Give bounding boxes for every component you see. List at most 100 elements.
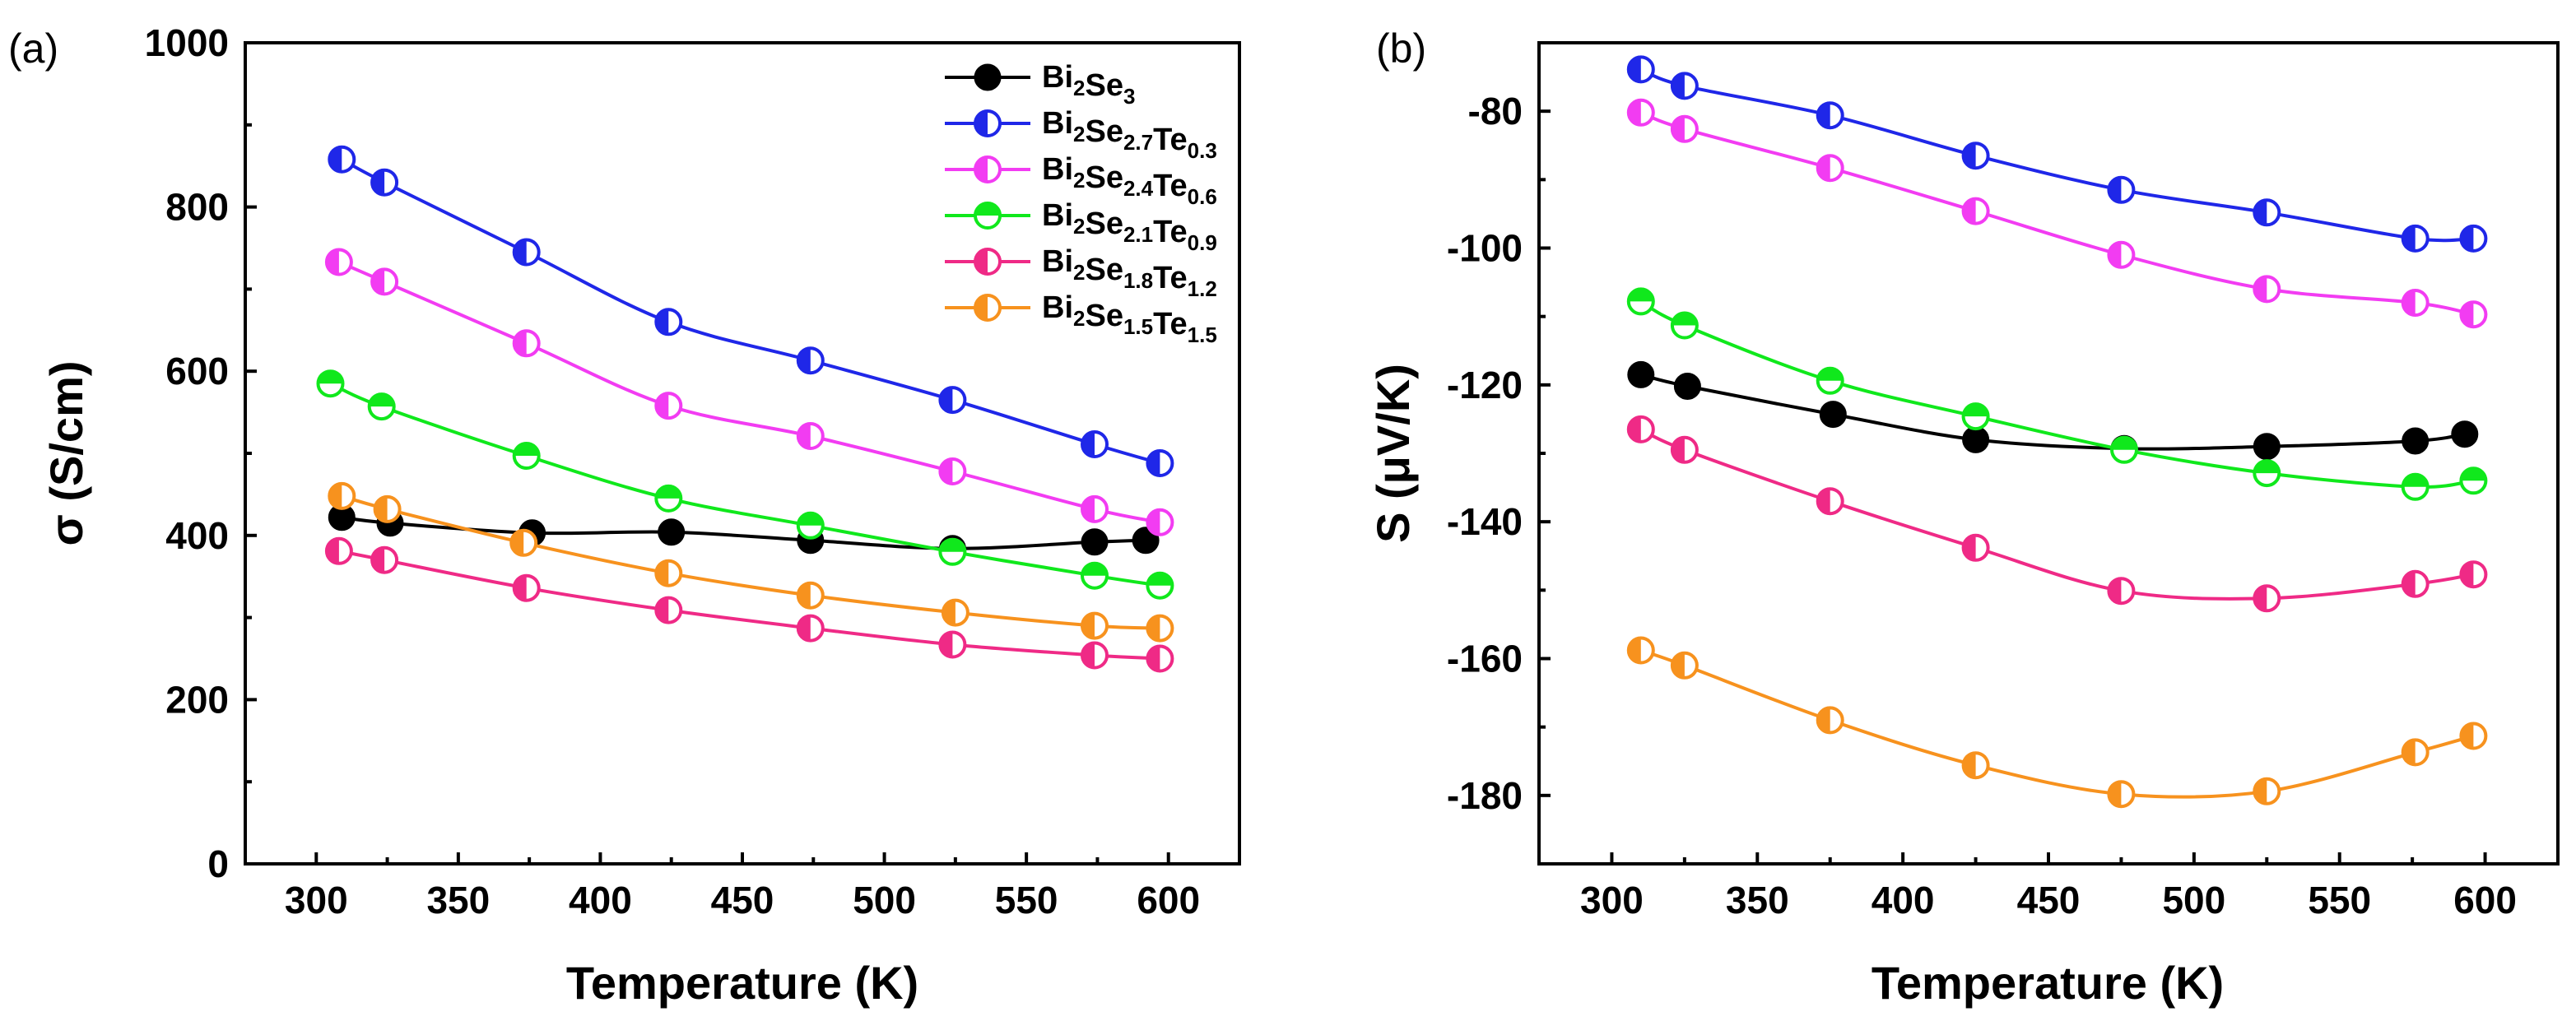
panel-a-line-te12 <box>338 549 1160 661</box>
legend-label-bi2se3: Bi2Se3 <box>1042 60 1135 109</box>
panel-b-point-te12 <box>1961 533 1990 562</box>
legend-label-te12: Bi2Se1.8Te1.2 <box>1042 244 1217 301</box>
panel-b-point-bi2se3 <box>1819 401 1847 429</box>
legend-marker-te15 <box>974 294 1002 322</box>
panel-a-point-te03 <box>1146 449 1174 477</box>
panel-a-point-te03 <box>1081 430 1109 458</box>
panel-a-line-te09 <box>329 382 1160 587</box>
panel-b-point-te09 <box>2253 459 2281 488</box>
panel-b-point-bi2se3 <box>1962 425 1990 453</box>
panel-a-x-tick-label: 400 <box>569 879 632 921</box>
panel-b-y-tick-label: -160 <box>1447 638 1523 680</box>
panel-a-y-tick-label: 800 <box>165 186 229 229</box>
legend-label-te15: Bi2Se1.5Te1.5 <box>1042 290 1217 347</box>
panel-b-y-tick-label: -80 <box>1468 90 1523 132</box>
panel-a-point-te06 <box>1081 494 1109 523</box>
panel-a-point-te09 <box>796 511 825 540</box>
panel-b-x-tick-label: 500 <box>2162 879 2225 921</box>
panel-a-y-tick-label: 0 <box>207 842 229 885</box>
panel-a-point-te06 <box>796 422 825 450</box>
panel-a-point-te06 <box>370 267 399 296</box>
panel-b-series-te12 <box>1626 415 2488 613</box>
panel-a-point-te03 <box>796 346 825 375</box>
panel-a-x-axis-title: Temperature (K) <box>566 957 918 1009</box>
panel-a-point-te15 <box>1146 614 1174 643</box>
panel-a-x-tick-label: 550 <box>995 879 1058 921</box>
panel-b-point-te03 <box>1816 101 1844 130</box>
panel-a-label: (a) <box>8 26 58 72</box>
panel-b-point-te09 <box>2401 472 2430 501</box>
panel-a-point-te03 <box>328 145 356 174</box>
panel-b-y-axis-title: S (μV/K) <box>1367 364 1419 543</box>
panel-a-point-te03 <box>938 386 967 415</box>
panel-a-point-te15 <box>654 559 683 587</box>
panel-b-point-te09 <box>1626 287 1655 316</box>
panel-b-point-te09 <box>2459 466 2488 495</box>
panel-b-series-te06 <box>1626 98 2488 329</box>
legend-label-te03: Bi2Se2.7Te0.3 <box>1042 106 1217 163</box>
panel-a-y-axis-title: σ (S/cm) <box>40 360 92 545</box>
panel-a-x-tick-label: 500 <box>853 879 916 921</box>
panel-b-x-axis-title: Temperature (K) <box>1872 957 2224 1009</box>
panel-a-y-tick-label: 200 <box>165 678 229 721</box>
panel-a-point-te09 <box>367 392 396 421</box>
panel-b-point-te12 <box>1626 415 1655 443</box>
panel-a-x-tick-label: 300 <box>285 879 348 921</box>
panel-b-point-te09 <box>1816 366 1844 395</box>
legend-marker-te06 <box>974 155 1002 183</box>
panel-a-point-te15 <box>328 481 356 510</box>
panel-a-point-te03 <box>654 308 683 336</box>
panel-b-series-te09 <box>1626 287 2488 501</box>
panel-a-x-tick-label: 600 <box>1137 879 1200 921</box>
panel-b-x-tick-label: 350 <box>1726 879 1789 921</box>
panel-b-point-te12 <box>2107 577 2136 606</box>
panel-a-x-axis: 300 350 400 450 500 550 600 <box>285 852 1200 921</box>
panel-a-point-te12 <box>370 545 399 574</box>
panel-a-series-te09 <box>316 369 1174 600</box>
panel-a-x-tick-label: 450 <box>711 879 774 921</box>
panel-b-line-te06 <box>1640 110 2474 317</box>
panel-a-line-te15 <box>341 494 1160 630</box>
panel-b-point-te06 <box>1816 154 1844 183</box>
legend-item-te03: Bi2Se2.7Te0.3 <box>945 106 1217 163</box>
panel-b-point-te12 <box>2459 560 2488 589</box>
panel-b-series-te03 <box>1626 55 2488 253</box>
panel-b-point-te03 <box>1961 142 1990 170</box>
panel-a-series-te15 <box>328 481 1174 643</box>
panel-b-x-tick-label: 550 <box>2308 879 2371 921</box>
panel-b-line-te09 <box>1639 299 2474 489</box>
panel-a-point-te15 <box>1081 611 1109 640</box>
panel-b-point-te06 <box>2107 240 2136 269</box>
panel-a-point-te12 <box>324 536 353 565</box>
panel-a-point-te03 <box>512 238 541 267</box>
panel-b-point-te15 <box>2107 780 2136 809</box>
panel-b-point-te15 <box>2401 738 2430 767</box>
panel-b-y-tick-label: -120 <box>1447 364 1523 406</box>
panel-a-y-tick-label: 400 <box>165 514 229 557</box>
panel-a-point-bi2se3 <box>658 518 686 546</box>
panel-b-point-te06 <box>1961 197 1990 225</box>
panel-a-point-te09 <box>1146 571 1174 600</box>
panel-a-series-te12 <box>324 536 1174 673</box>
panel-b-series-te15 <box>1626 636 2488 809</box>
panel-b-x-axis: 300 350 400 450 500 550 600 <box>1580 852 2517 921</box>
panel-b-point-te06 <box>1670 114 1699 143</box>
panel-b-y-tick-label: -180 <box>1447 774 1523 817</box>
panel-a-point-te12 <box>1146 644 1174 673</box>
legend-item-te09: Bi2Se2.1Te0.9 <box>945 198 1217 255</box>
panel-b-point-bi2se3 <box>2402 427 2430 455</box>
panel-a-point-te09 <box>316 369 345 398</box>
panel-a-point-te06 <box>938 457 967 485</box>
panel-a-point-te09 <box>654 484 683 513</box>
panel-b-y-tick-label: -100 <box>1447 227 1523 270</box>
panel-b-point-te15 <box>2253 777 2281 805</box>
panel-a-point-bi2se3 <box>1132 527 1160 555</box>
panel-a-sigma-chart: (a) 300 350 400 450 500 550 600 0 200 400 600 800 1… <box>8 21 1241 1009</box>
panel-b-point-te03 <box>1670 72 1699 100</box>
legend-label-te06: Bi2Se2.4Te0.6 <box>1042 152 1217 209</box>
panel-b-x-tick-label: 300 <box>1580 879 1644 921</box>
panel-b-point-te03 <box>2107 175 2136 204</box>
legend-item-te12: Bi2Se1.8Te1.2 <box>945 244 1217 301</box>
panel-a-point-te09 <box>938 537 967 566</box>
panel-b-point-bi2se3 <box>2253 433 2281 461</box>
